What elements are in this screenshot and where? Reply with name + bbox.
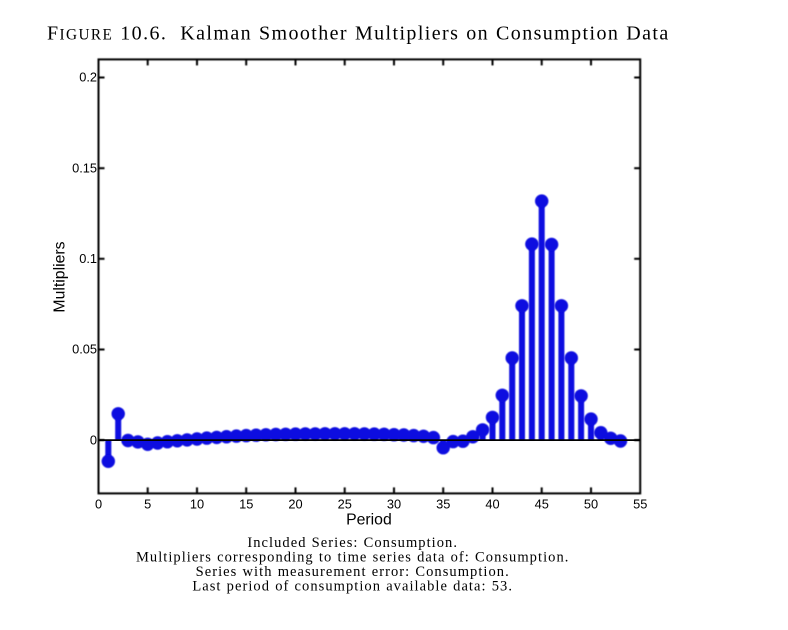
svg-text:0: 0 — [95, 496, 102, 511]
svg-text:Multipliers corresponding to t: Multipliers corresponding to time series… — [136, 550, 569, 566]
svg-text:0.1: 0.1 — [79, 251, 97, 266]
svg-text:0: 0 — [90, 432, 97, 447]
svg-text:FIGURE 10.6. Kalman Smoother M: FIGURE 10.6. Kalman Smoother Multipliers… — [47, 23, 670, 45]
svg-text:35: 35 — [436, 496, 450, 511]
svg-text:Series with measurement error:: Series with measurement error: Consumpti… — [196, 564, 510, 580]
svg-text:45: 45 — [535, 496, 549, 511]
svg-text:15: 15 — [239, 496, 253, 511]
svg-text:50: 50 — [584, 496, 598, 511]
svg-text:0.2: 0.2 — [79, 70, 97, 85]
svg-text:Last period of consumption ava: Last period of consumption available dat… — [192, 578, 513, 594]
svg-text:55: 55 — [633, 496, 647, 511]
svg-text:0.05: 0.05 — [72, 342, 97, 357]
svg-text:Multipliers: Multipliers — [52, 241, 69, 312]
svg-text:40: 40 — [485, 496, 499, 511]
svg-text:20: 20 — [288, 496, 302, 511]
svg-text:25: 25 — [338, 496, 352, 511]
svg-text:Period: Period — [346, 512, 392, 529]
svg-text:0.15: 0.15 — [72, 160, 97, 175]
svg-text:5: 5 — [144, 496, 151, 511]
svg-text:10: 10 — [190, 496, 204, 511]
svg-text:30: 30 — [387, 496, 401, 511]
svg-text:Included Series: Consumption.: Included Series: Consumption. — [247, 535, 458, 551]
